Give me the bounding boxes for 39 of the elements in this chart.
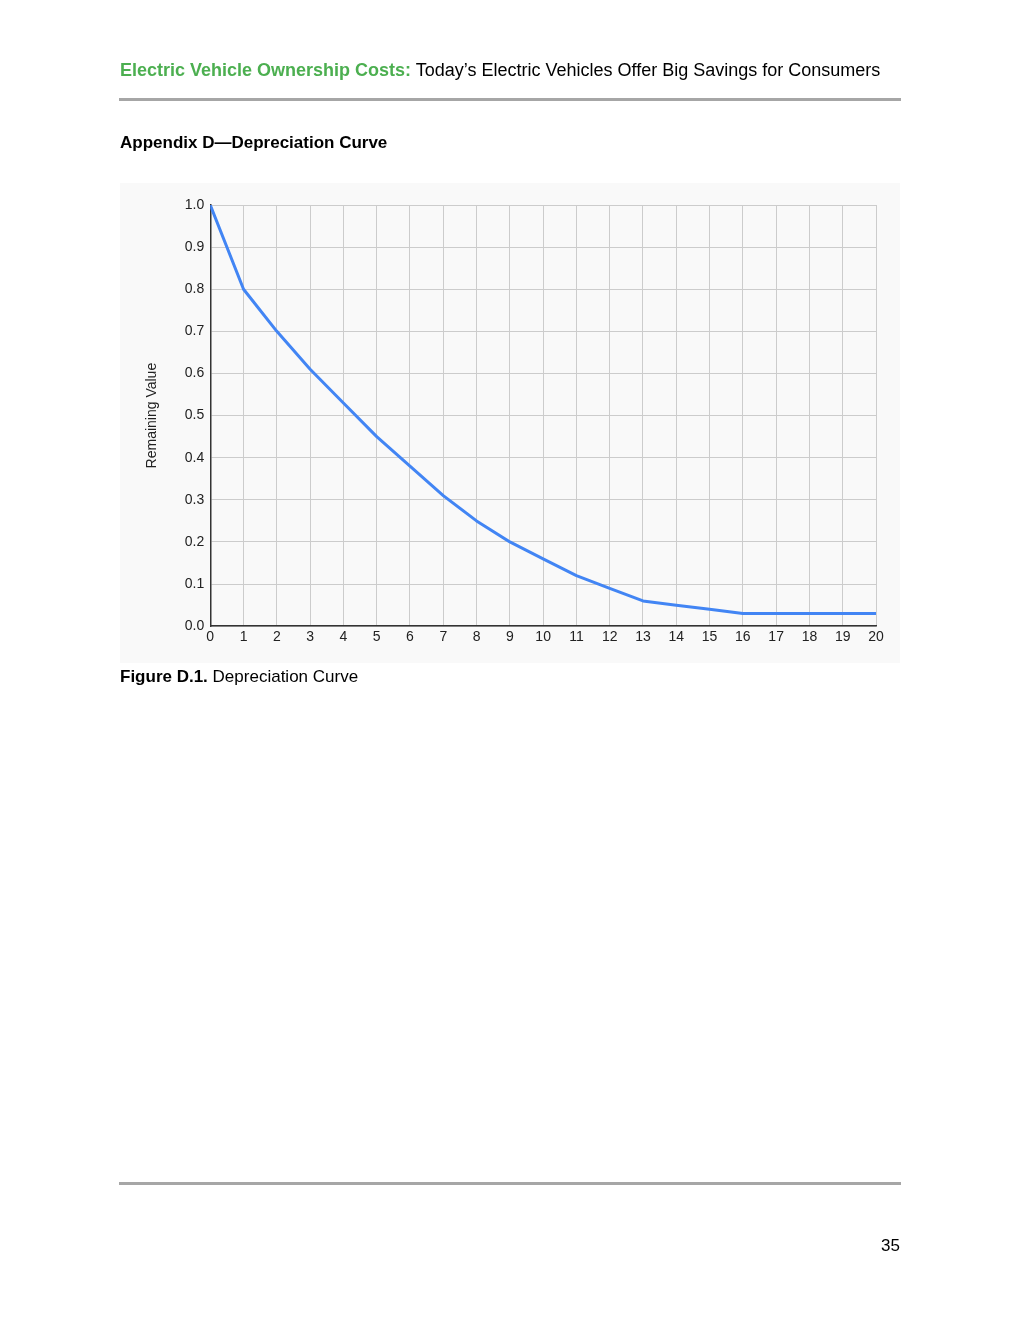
- y-tick-label: 0.6: [184, 364, 205, 381]
- x-tick-label: 2: [272, 628, 281, 645]
- x-tick-label: 6: [406, 628, 415, 645]
- x-tick-label: 0: [206, 628, 215, 645]
- chart-title: Appendix D—Depreciation Curve: [120, 133, 388, 153]
- x-tick-label: 3: [306, 628, 315, 645]
- y-axis-title: Remaining Value: [143, 362, 160, 469]
- x-tick-label: 5: [372, 628, 381, 645]
- x-tick-label: 4: [339, 628, 348, 645]
- y-tick-label: 0.0: [184, 617, 205, 634]
- y-tick-label: 0.4: [184, 448, 205, 465]
- x-tick-label: 7: [439, 628, 448, 645]
- y-tick-label: 0.9: [184, 237, 205, 254]
- y-tick-label: 0.1: [184, 574, 205, 591]
- x-tick-label: 18: [801, 628, 818, 645]
- x-tick-label: 9: [505, 628, 514, 645]
- text: Today’s Electric Vehicles Offer Big Savings for Consumers: [415, 60, 881, 80]
- y-tick-label: 0.7: [184, 322, 205, 339]
- y-tick-label: 0.8: [184, 280, 205, 297]
- x-tick-label: 19: [834, 628, 851, 645]
- x-tick-label: 16: [735, 628, 751, 645]
- y-tick-label: 0.2: [184, 532, 205, 549]
- x-tick-label: 1: [239, 628, 248, 645]
- text: 35: [880, 1236, 900, 1256]
- text: Electric Vehicle Ownership Costs:: [120, 60, 412, 80]
- y-tick-label: 1.0: [184, 195, 205, 212]
- x-tick-label: 15: [701, 628, 718, 645]
- x-tick-label: 12: [601, 628, 618, 645]
- x-tick-label: 17: [768, 628, 785, 645]
- text: Figure D.1.: [120, 667, 208, 686]
- y-tick-label: 0.3: [184, 490, 205, 507]
- x-tick-label: 10: [535, 628, 552, 645]
- y-tick-label: 0.5: [184, 406, 205, 423]
- x-tick-label: 13: [635, 628, 651, 645]
- x-tick-label: 20: [868, 628, 884, 645]
- x-tick-label: 8: [472, 628, 481, 645]
- text: Depreciation Curve: [212, 667, 359, 686]
- x-tick-label: 14: [668, 628, 685, 645]
- x-tick-label: 11: [569, 628, 584, 645]
